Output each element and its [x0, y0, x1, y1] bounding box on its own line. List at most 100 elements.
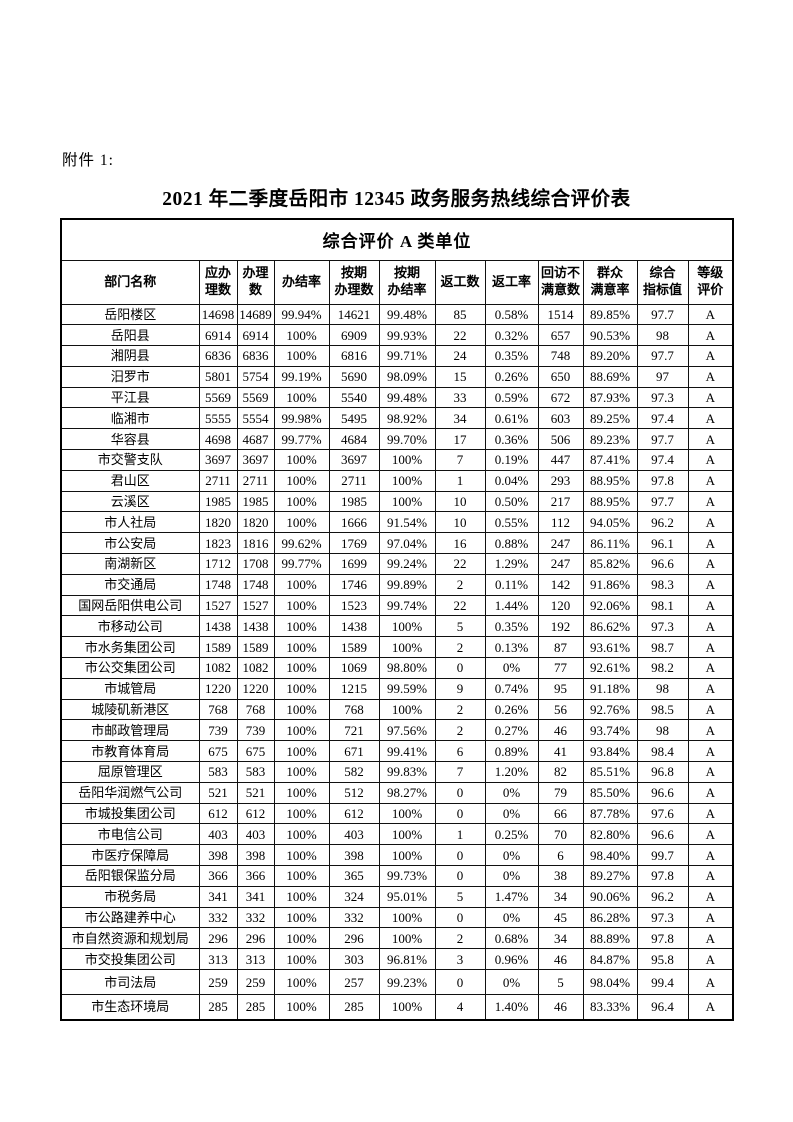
cell-handled_count: 6836 [236, 345, 275, 367]
cell-rework_count: 0 [434, 844, 486, 867]
cell-revisit_unsatisfied: 45 [537, 906, 584, 929]
cell-completion_rate: 100% [273, 615, 330, 638]
cell-composite_index: 96.6 [636, 781, 689, 804]
cell-should_handle_count: 398 [198, 844, 238, 867]
cell-satisfaction_rate: 89.20% [582, 345, 638, 367]
cell-ontime_completion_rate: 100% [378, 449, 436, 471]
cell-ontime_completion_rate: 99.70% [378, 428, 436, 451]
cell-ontime_handled_count: 1666 [328, 511, 380, 534]
cell-grade: A [687, 324, 734, 347]
cell-revisit_unsatisfied: 77 [537, 657, 584, 679]
cell-satisfaction_rate: 89.25% [582, 407, 638, 430]
cell-satisfaction_rate: 92.61% [582, 657, 638, 679]
cell-composite_index: 97.8 [636, 865, 689, 887]
column-header-composite_index: 综合 指标值 [636, 259, 689, 305]
cell-should_handle_count: 5555 [198, 407, 238, 430]
cell-completion_rate: 100% [273, 594, 330, 617]
column-header-department: 部门名称 [60, 259, 200, 305]
cell-grade: A [687, 636, 734, 659]
cell-composite_index: 97.8 [636, 469, 689, 492]
cell-composite_index: 97.4 [636, 449, 689, 471]
cell-rework_rate: 0.59% [484, 386, 539, 409]
cell-satisfaction_rate: 86.11% [582, 532, 638, 555]
cell-handled_count: 521 [236, 781, 275, 804]
table-row: 南湖新区 1712 1708 99.77% 1699 99.24% 22 1.29% 247 85… [60, 553, 734, 575]
cell-rework_count: 15 [434, 365, 486, 388]
cell-ontime_completion_rate: 99.59% [378, 677, 436, 700]
cell-grade: A [687, 365, 734, 388]
department-name: 岳阳银保监分局 [60, 865, 200, 887]
cell-grade: A [687, 844, 734, 867]
cell-completion_rate: 100% [273, 719, 330, 742]
cell-ontime_handled_count: 2711 [328, 469, 380, 492]
cell-revisit_unsatisfied: 34 [537, 885, 584, 908]
department-name: 华容县 [60, 428, 200, 451]
cell-should_handle_count: 313 [198, 948, 238, 970]
cell-rework_count: 0 [434, 657, 486, 679]
cell-rework_count: 22 [434, 594, 486, 617]
cell-should_handle_count: 1589 [198, 636, 238, 659]
cell-ontime_completion_rate: 98.92% [378, 407, 436, 430]
cell-handled_count: 2711 [236, 469, 275, 492]
department-name: 平江县 [60, 386, 200, 409]
cell-ontime_completion_rate: 99.48% [378, 386, 436, 409]
cell-rework_rate: 0.11% [484, 573, 539, 596]
table-row: 市公路建养中心 332 332 100% 332 100% 0 0% 45 86.28% 97.3 A [60, 906, 734, 929]
cell-rework_count: 3 [434, 948, 486, 970]
table-row: 岳阳县 6914 6914 100% 6909 99.93% 22 0.32% 657 90.53… [60, 324, 734, 347]
cell-should_handle_count: 768 [198, 698, 238, 721]
cell-grade: A [687, 969, 734, 995]
cell-revisit_unsatisfied: 38 [537, 865, 584, 887]
cell-rework_count: 1 [434, 469, 486, 492]
cell-ontime_completion_rate: 100% [378, 927, 436, 950]
cell-rework_count: 22 [434, 553, 486, 575]
table-row: 岳阳华润燃气公司 521 521 100% 512 98.27% 0 0% 79 85.50% 96… [60, 781, 734, 804]
cell-handled_count: 5754 [236, 365, 275, 388]
cell-should_handle_count: 3697 [198, 449, 238, 471]
cell-handled_count: 1220 [236, 677, 275, 700]
cell-handled_count: 1438 [236, 615, 275, 638]
cell-handled_count: 1589 [236, 636, 275, 659]
cell-completion_rate: 100% [273, 345, 330, 367]
cell-should_handle_count: 296 [198, 927, 238, 950]
cell-satisfaction_rate: 90.53% [582, 324, 638, 347]
cell-handled_count: 398 [236, 844, 275, 867]
cell-completion_rate: 100% [273, 636, 330, 659]
cell-grade: A [687, 449, 734, 471]
cell-ontime_handled_count: 303 [328, 948, 380, 970]
column-header-satisfaction_rate: 群众 满意率 [582, 259, 638, 305]
cell-satisfaction_rate: 87.41% [582, 449, 638, 471]
cell-should_handle_count: 5569 [198, 386, 238, 409]
cell-satisfaction_rate: 88.89% [582, 927, 638, 950]
cell-rework_rate: 0.74% [484, 677, 539, 700]
cell-ontime_handled_count: 582 [328, 761, 380, 783]
cell-ontime_completion_rate: 100% [378, 615, 436, 638]
cell-rework_rate: 1.44% [484, 594, 539, 617]
cell-should_handle_count: 341 [198, 885, 238, 908]
cell-should_handle_count: 739 [198, 719, 238, 742]
cell-revisit_unsatisfied: 56 [537, 698, 584, 721]
table-row: 市交警支队 3697 3697 100% 3697 100% 7 0.19% 447 87.41%… [60, 449, 734, 471]
evaluation-table: 综合评价 A 类单位 部门名称 应办 理数 办理 数办结率 按期 办理数 按期 办结率返… [60, 218, 735, 1021]
cell-completion_rate: 100% [273, 490, 330, 513]
cell-completion_rate: 100% [273, 573, 330, 596]
cell-ontime_handled_count: 1769 [328, 532, 380, 555]
cell-revisit_unsatisfied: 46 [537, 994, 584, 1020]
cell-satisfaction_rate: 93.61% [582, 636, 638, 659]
cell-ontime_handled_count: 365 [328, 865, 380, 887]
cell-rework_count: 10 [434, 490, 486, 513]
cell-grade: A [687, 553, 734, 575]
cell-grade: A [687, 511, 734, 534]
table-row: 云溪区 1985 1985 100% 1985 100% 10 0.50% 217 88.95% 9… [60, 490, 734, 513]
column-header-ontime_handled_count: 按期 办理数 [328, 259, 380, 305]
cell-rework_rate: 0.55% [484, 511, 539, 534]
column-header-completion_rate: 办结率 [273, 259, 330, 305]
cell-rework_count: 0 [434, 781, 486, 804]
cell-grade: A [687, 490, 734, 513]
cell-should_handle_count: 1820 [198, 511, 238, 534]
cell-rework_count: 7 [434, 449, 486, 471]
attachment-label: 附件 1: [62, 152, 114, 169]
table-row: 市教育体育局 675 675 100% 671 99.41% 6 0.89% 41 93.84% 9… [60, 740, 734, 763]
cell-ontime_completion_rate: 100% [378, 802, 436, 825]
